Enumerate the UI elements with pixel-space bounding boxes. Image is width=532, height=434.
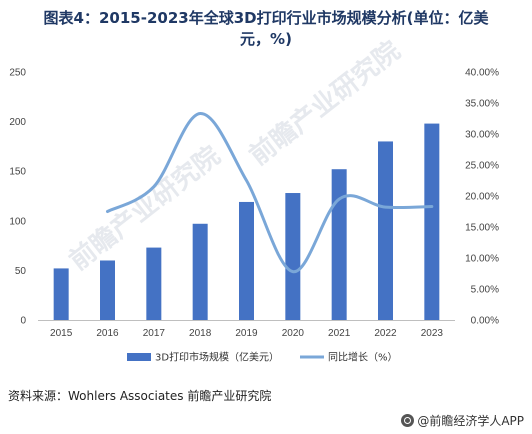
chart-title-line2: 元，%) [240, 30, 292, 48]
x-tick-label: 2018 [189, 328, 212, 339]
right-tick-label: 10.00% [465, 254, 499, 265]
chart-title: 图表4：2015-2023年全球3D打印行业市场规模分析(单位：亿美 元，%) [0, 8, 532, 50]
right-tick-label: 40.00% [465, 68, 499, 79]
left-axis: 0 50 100 150 200 250 [9, 68, 26, 327]
brand-tag: @前瞻经济学人APP [401, 412, 524, 429]
left-tick-label: 50 [15, 266, 27, 277]
chart-title-line1: 图表4：2015-2023年全球3D打印行业市场规模分析(单位：亿美 [43, 9, 489, 27]
bar-2020 [285, 193, 301, 320]
left-tick-label: 200 [9, 117, 26, 128]
legend-line-label: 同比增长（%） [328, 351, 398, 364]
source-note: 资料来源：Wohlers Associates 前瞻产业研究院 [8, 389, 272, 403]
x-tick-label: 2023 [421, 328, 444, 339]
x-tick-label: 2021 [328, 328, 351, 339]
right-tick-label: 25.00% [465, 161, 499, 172]
bar-2017 [146, 247, 162, 320]
right-tick-label: 0.00% [471, 316, 499, 327]
x-tick-label: 2020 [282, 328, 305, 339]
x-tick-label: 2022 [374, 328, 397, 339]
left-tick-label: 0 [20, 316, 26, 327]
right-tick-label: 20.00% [465, 192, 499, 203]
bar-2023 [424, 123, 440, 320]
bar-series [53, 123, 440, 320]
right-tick-label: 30.00% [465, 130, 499, 141]
legend-bar-label: 3D打印市场规模（亿美元） [155, 351, 279, 364]
left-tick-label: 100 [9, 216, 26, 227]
right-tick-label: 35.00% [465, 99, 499, 110]
x-tick-label: 2016 [96, 328, 119, 339]
bar-2018 [192, 223, 208, 320]
x-tick-label: 2015 [50, 328, 73, 339]
x-tick-label: 2019 [235, 328, 258, 339]
brand-logo-icon [401, 414, 415, 427]
right-axis: 0.00% 5.00% 10.00% 15.00% 20.00% 25.00% 30.00%… [465, 68, 499, 327]
x-tick-label: 2017 [143, 328, 166, 339]
growth-line [106, 112, 434, 274]
left-tick-label: 150 [9, 167, 26, 178]
bar-2016 [100, 260, 115, 320]
right-tick-label: 5.00% [471, 285, 499, 296]
legend-bar-swatch [127, 353, 151, 361]
right-tick-label: 15.00% [465, 223, 499, 234]
bar-2022 [378, 141, 393, 320]
bar-2015 [53, 268, 69, 320]
x-axis: 2015 2016 2017 2018 2019 2020 2021 2022 2023 [50, 328, 443, 339]
bar-2021 [331, 169, 347, 320]
left-tick-label: 250 [9, 68, 26, 79]
legend: 3D打印市场规模（亿美元） 同比增长（%） [127, 351, 398, 364]
bar-2019 [239, 201, 254, 320]
brand-text: @前瞻经济学人APP [417, 414, 524, 428]
